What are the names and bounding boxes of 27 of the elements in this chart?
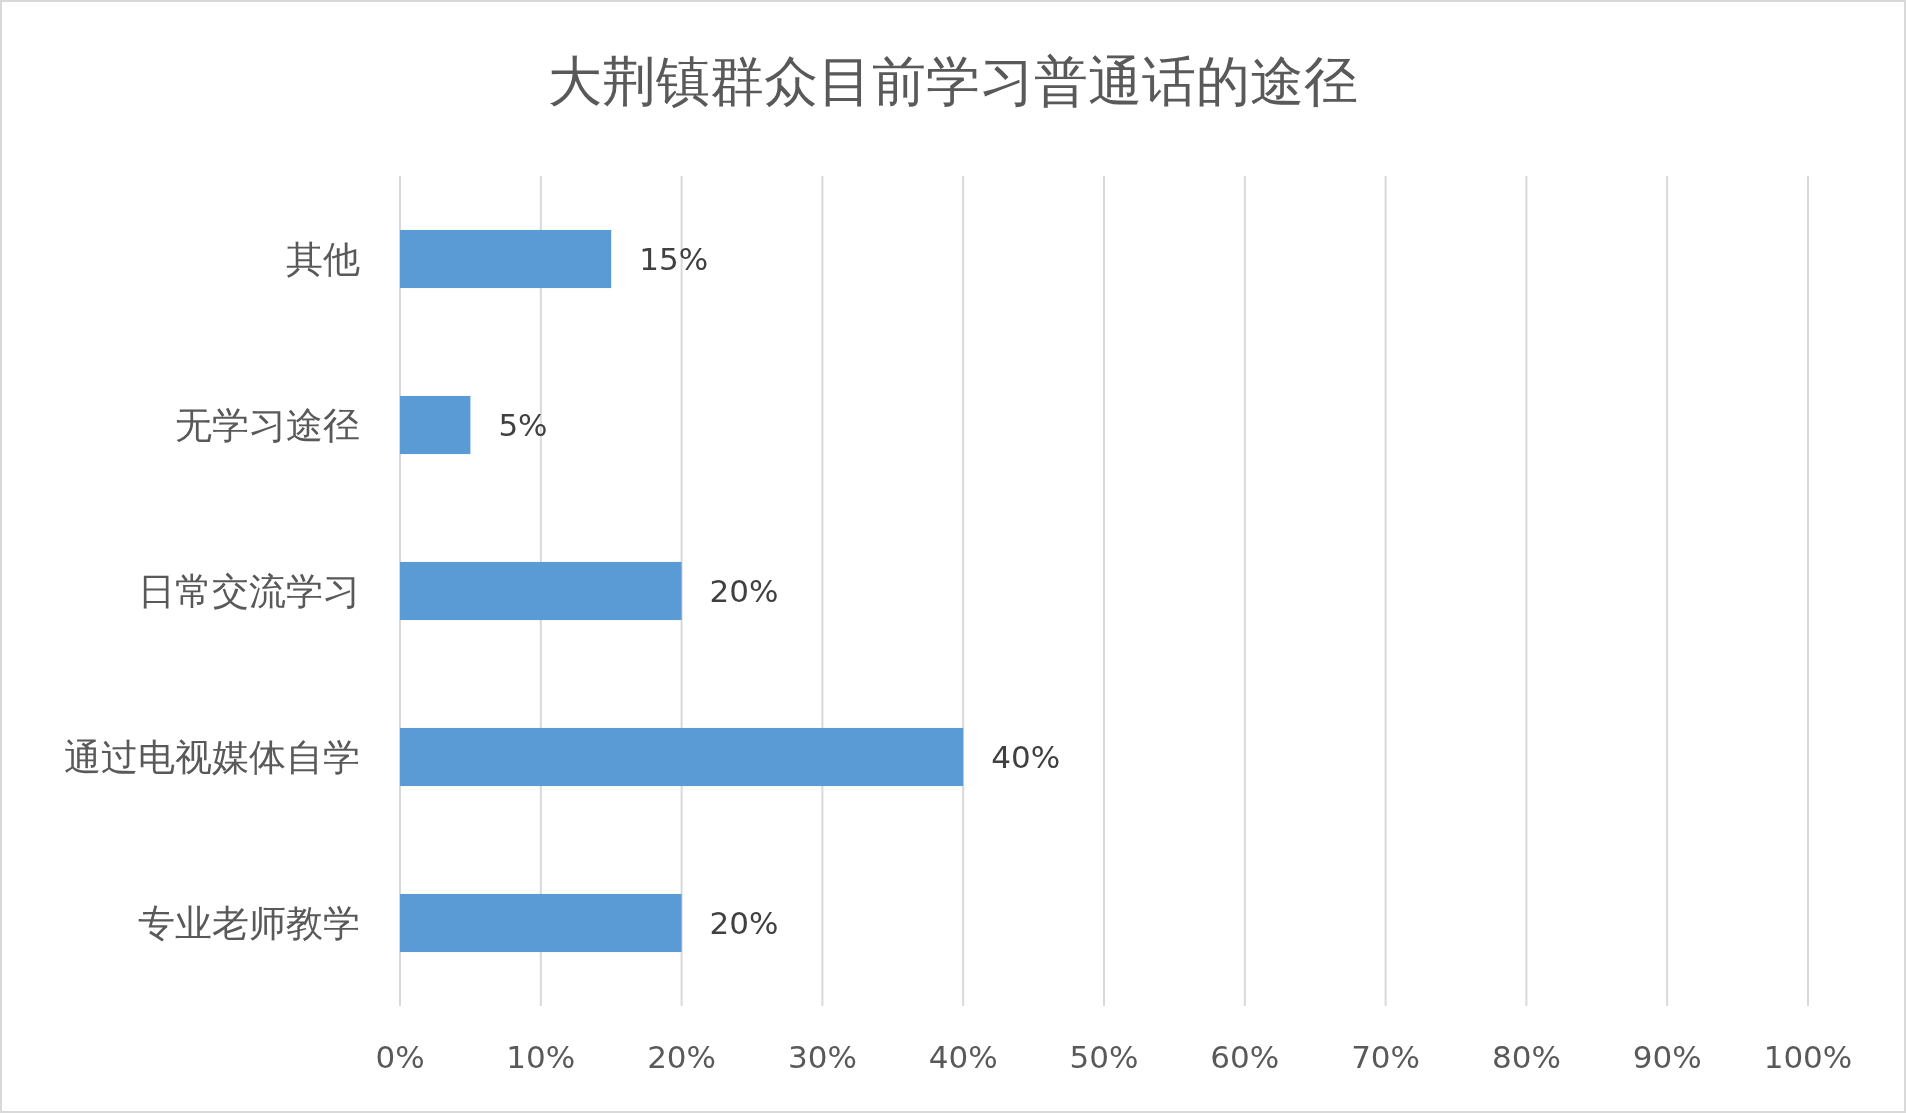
data-label: 5% [498,407,548,443]
y-tick-label: 无学习途径 [175,404,360,447]
x-tick-label: 50% [1069,1039,1139,1075]
data-label: 20% [709,573,779,609]
data-label: 15% [639,241,709,277]
y-tick-label: 日常交流学习 [138,570,360,613]
x-tick-label: 0% [375,1039,425,1075]
x-tick-label: 30% [787,1039,857,1075]
bar [400,395,471,455]
x-tick-label: 10% [506,1039,576,1075]
x-tick-label: 100% [1763,1039,1853,1075]
data-label: 40% [991,739,1061,775]
x-tick-label: 70% [1351,1039,1421,1075]
x-tick-label: 90% [1632,1039,1702,1075]
x-tick-label: 20% [647,1039,717,1075]
bar [400,727,964,787]
y-tick-label: 专业老师教学 [138,902,360,945]
chart-title: 大荆镇群众目前学习普通话的途径 [548,50,1358,113]
bar [400,893,682,953]
y-tick-label: 其他 [286,238,360,281]
x-tick-label: 60% [1210,1039,1280,1075]
data-label: 20% [709,905,779,941]
bar [400,229,612,289]
bar [400,561,682,621]
x-tick-label: 40% [928,1039,998,1075]
x-tick-label: 80% [1491,1039,1561,1075]
y-tick-label: 通过电视媒体自学 [64,736,360,779]
